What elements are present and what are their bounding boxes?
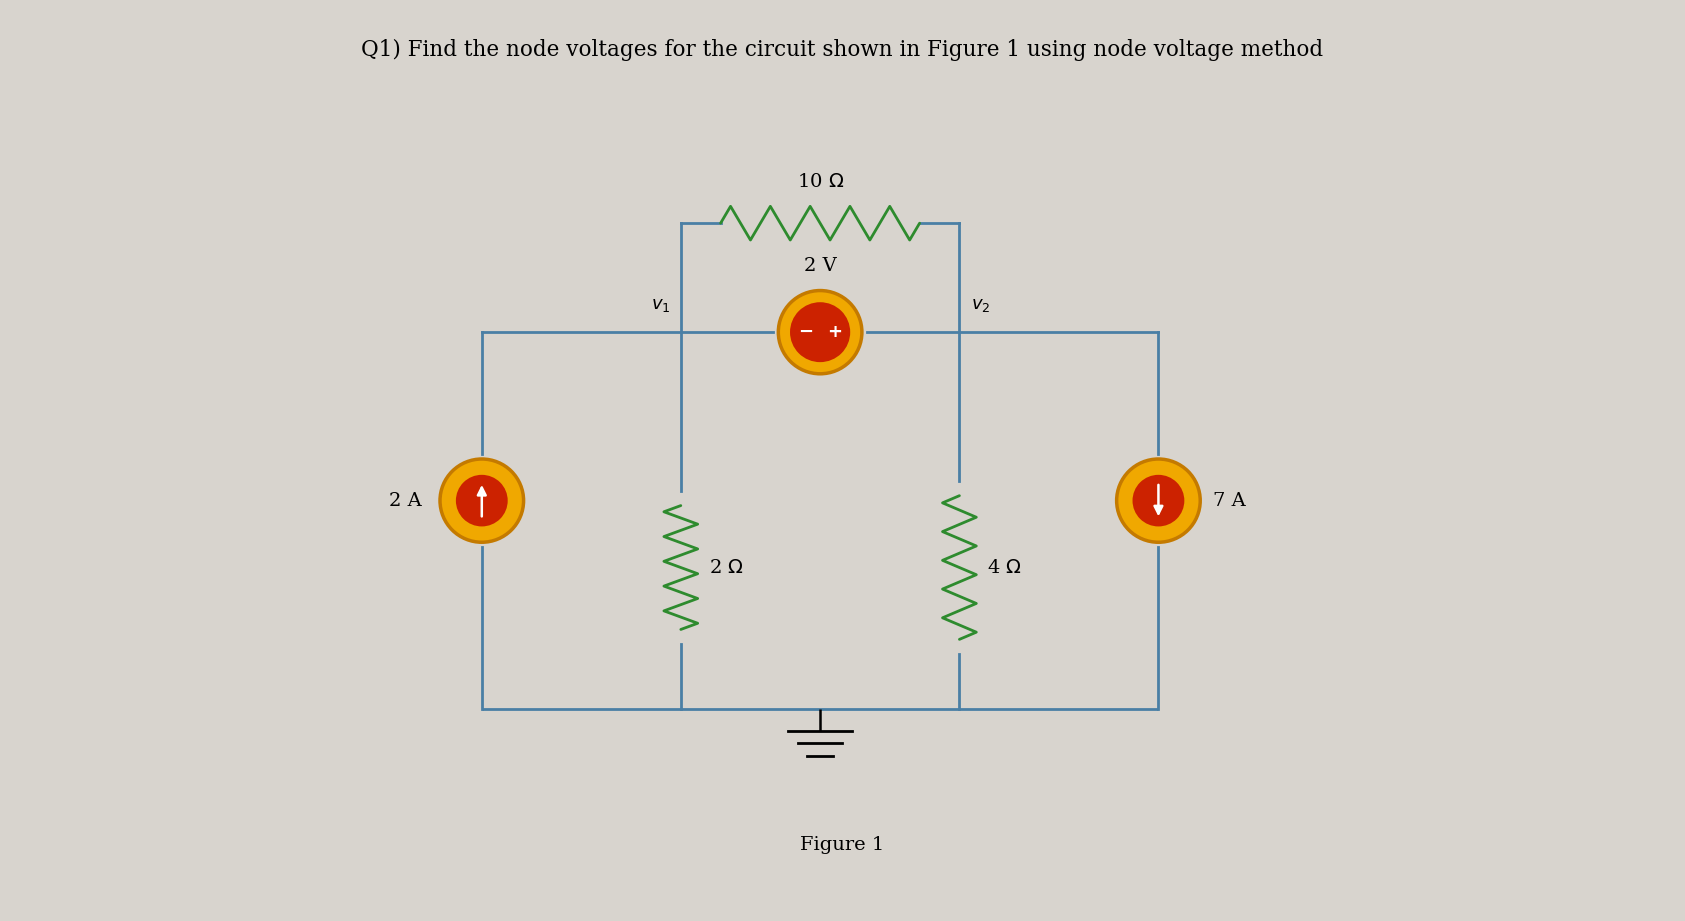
Circle shape: [1117, 459, 1200, 542]
Circle shape: [457, 475, 507, 527]
Text: +: +: [827, 323, 842, 341]
Circle shape: [1132, 475, 1185, 527]
Text: 4 $\Omega$: 4 $\Omega$: [987, 558, 1023, 577]
Text: $v_1$: $v_1$: [652, 297, 671, 314]
Circle shape: [790, 302, 851, 362]
Text: −: −: [799, 323, 814, 341]
Text: 2 V: 2 V: [804, 257, 836, 274]
Text: 2 A: 2 A: [389, 492, 421, 509]
Text: Q1) Find the node voltages for the circuit shown in Figure 1 using node voltage : Q1) Find the node voltages for the circu…: [361, 39, 1323, 61]
Circle shape: [440, 459, 524, 542]
Text: 2 $\Omega$: 2 $\Omega$: [709, 558, 743, 577]
Text: 10 $\Omega$: 10 $\Omega$: [797, 173, 844, 192]
Circle shape: [778, 290, 863, 374]
Text: Figure 1: Figure 1: [800, 836, 885, 855]
Text: 7 A: 7 A: [1213, 492, 1245, 509]
Text: $v_2$: $v_2$: [971, 297, 991, 314]
